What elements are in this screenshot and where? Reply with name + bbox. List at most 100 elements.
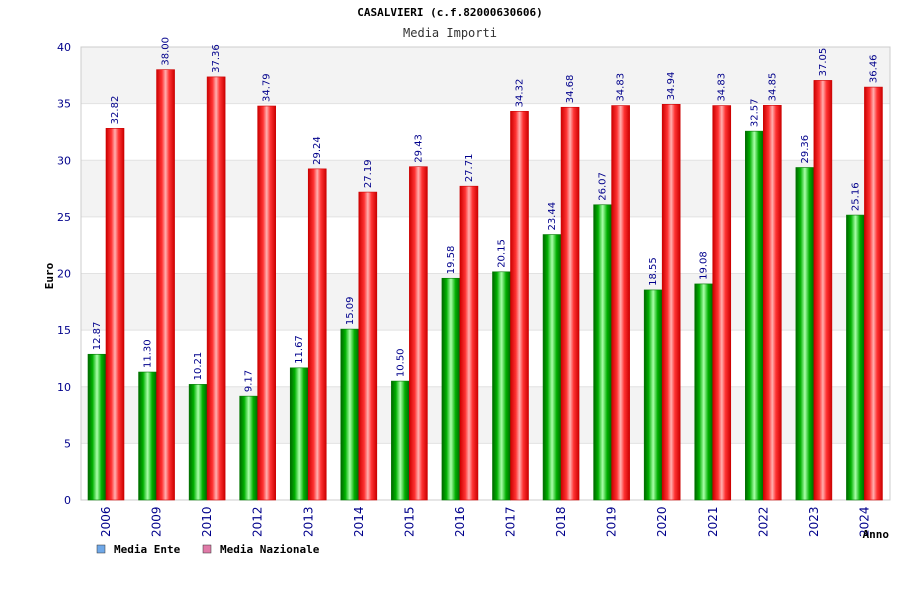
x-tick-label: 2017 (504, 506, 518, 537)
x-axis: 2006 2009 2010 2012 2013 2014 2015 2016 2017 2018… (99, 506, 871, 537)
bar-media-ente (188, 384, 208, 501)
bar-media-nazionale (459, 185, 479, 501)
data-label: 32.82 (110, 96, 121, 125)
bar-media-nazionale (813, 80, 833, 501)
bar-media-ente (138, 371, 157, 501)
y-axis-title: Euro (43, 262, 56, 289)
bar-media-ente (593, 204, 612, 501)
data-label: 37.36 (211, 44, 222, 73)
data-label: 23.44 (547, 202, 558, 231)
bar-media-ente (391, 380, 410, 501)
data-label: 11.67 (294, 335, 305, 364)
data-label: 27.19 (363, 159, 374, 188)
bar-media-nazionale (611, 105, 630, 501)
data-label: 34.68 (565, 75, 576, 104)
y-tick-label: 20 (57, 268, 71, 281)
y-tick-label: 35 (57, 98, 71, 111)
legend-swatch-nazionale (202, 544, 212, 554)
bar-media-ente (492, 271, 511, 501)
bar-media-ente (542, 234, 562, 501)
bar-media-ente (694, 283, 714, 501)
data-label: 29.24 (312, 136, 323, 165)
x-tick-label: 2014 (352, 506, 366, 537)
bar-media-nazionale (358, 191, 378, 501)
x-tick-label: 2009 (150, 506, 164, 537)
y-tick-label: 40 (57, 41, 71, 54)
bar-media-ente (239, 395, 258, 501)
bar-media-nazionale (156, 69, 175, 501)
x-tick-label: 2010 (200, 506, 214, 537)
y-tick-label: 10 (57, 381, 71, 394)
y-tick-label: 25 (57, 211, 71, 224)
bar-media-nazionale (307, 168, 327, 501)
data-label: 19.08 (699, 251, 710, 280)
data-label: 37.05 (818, 48, 829, 77)
bar-media-nazionale (864, 86, 883, 501)
x-tick-label: 2018 (554, 506, 568, 537)
bar-media-nazionale (712, 105, 732, 501)
x-tick-label: 2013 (301, 506, 315, 537)
data-label: 29.36 (800, 135, 811, 164)
data-label: 15.09 (345, 296, 356, 325)
y-tick-label: 15 (57, 324, 71, 337)
bar-media-nazionale (409, 166, 428, 501)
x-tick-label: 2020 (655, 506, 669, 537)
bar-media-ente (441, 277, 461, 501)
data-label: 34.79 (262, 73, 273, 102)
data-label: 34.83 (717, 73, 728, 102)
data-label: 19.58 (446, 246, 457, 275)
x-tick-label: 2012 (251, 506, 265, 537)
legend-swatch-ente (96, 544, 106, 554)
data-label: 11.30 (143, 339, 154, 368)
x-tick-label: 2016 (453, 506, 467, 537)
data-label: 34.94 (666, 72, 677, 101)
data-label: 34.85 (767, 73, 778, 102)
x-tick-label: 2023 (807, 506, 821, 537)
bars: 12.87 32.82 11.30 38.00 10.21 37.36 9.17 34.79 1… (87, 37, 883, 501)
data-label: 12.87 (92, 322, 103, 351)
x-tick-label: 2006 (99, 506, 113, 537)
bar-media-nazionale (510, 111, 529, 501)
bar-media-ente (846, 214, 865, 501)
x-tick-label: 2015 (402, 506, 416, 537)
data-label: 38.00 (161, 37, 172, 66)
x-tick-label: 2021 (706, 506, 720, 537)
data-label: 27.71 (464, 154, 475, 183)
data-label: 34.32 (515, 79, 526, 108)
legend: Media Ente Media Nazionale (96, 543, 320, 556)
bar-media-nazionale (105, 128, 125, 501)
data-label: 36.46 (868, 54, 879, 83)
bar-media-nazionale (661, 104, 681, 501)
bar-media-nazionale (560, 106, 580, 501)
y-tick-label: 0 (64, 494, 71, 507)
data-label: 34.83 (616, 73, 627, 102)
x-tick-label: 2024 (857, 506, 871, 537)
bar-media-nazionale (257, 105, 276, 501)
legend-label-ente: Media Ente (114, 543, 181, 556)
bar-media-ente (340, 328, 360, 501)
bar-media-ente (745, 130, 764, 501)
y-tick-label: 30 (57, 154, 71, 167)
chart-title: CASALVIERI (c.f.82000630606) (357, 6, 542, 19)
x-tick-label: 2019 (605, 506, 619, 537)
x-axis-title: Anno (863, 528, 890, 541)
data-label: 18.55 (648, 257, 659, 286)
y-tick-label: 5 (64, 437, 71, 450)
data-label: 32.57 (749, 99, 760, 128)
data-label: 10.50 (395, 348, 406, 377)
bar-media-ente (87, 353, 107, 501)
bar-media-ente (289, 367, 309, 501)
data-label: 29.43 (413, 134, 424, 163)
data-label: 20.15 (497, 239, 508, 268)
data-label: 10.21 (193, 352, 204, 381)
bar-media-ente (643, 289, 663, 501)
data-label: 26.07 (598, 172, 609, 201)
data-label: 25.16 (850, 182, 861, 211)
bar-media-nazionale (206, 76, 226, 501)
legend-label-nazionale: Media Nazionale (220, 543, 320, 556)
bar-media-ente (795, 167, 815, 501)
plot-frame (80, 46, 891, 501)
chart-subtitle: Media Importi (403, 26, 497, 40)
y-axis: 0 5 10 15 20 25 30 35 40 (57, 41, 71, 507)
